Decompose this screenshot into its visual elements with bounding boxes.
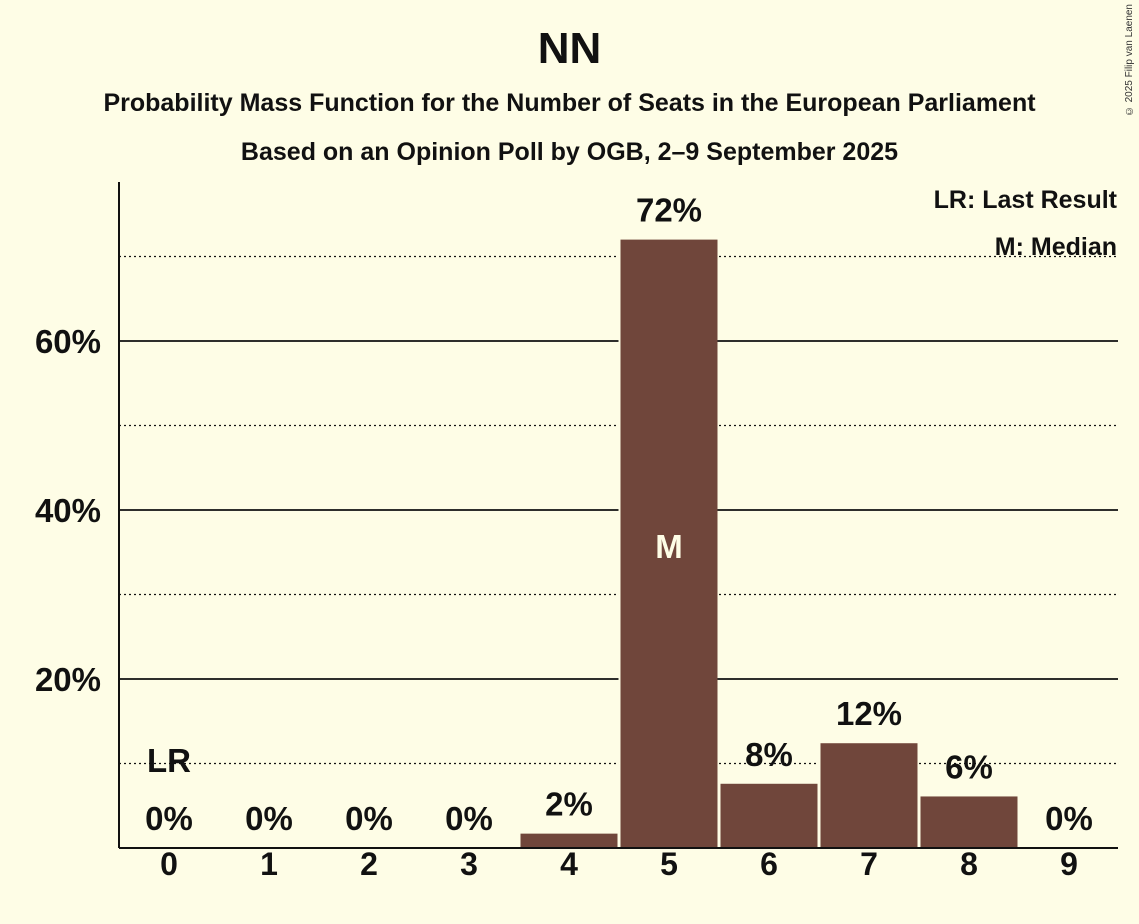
chart-subtitle: Probability Mass Function for the Number…	[103, 89, 1036, 117]
x-tick-label: 3	[460, 846, 478, 882]
median-marker: M	[655, 528, 683, 565]
legend-median: M: Median	[994, 233, 1117, 261]
y-tick-label: 40%	[35, 492, 101, 529]
chart-title: NN	[537, 24, 602, 73]
chart-subtitle-poll: Based on an Opinion Poll by OGB, 2–9 Sep…	[240, 138, 899, 166]
x-tick-label: 0	[160, 846, 178, 882]
last-result-marker: LR	[147, 742, 191, 779]
x-tick-label: 1	[260, 846, 278, 882]
bar-data-label: 0%	[445, 800, 493, 837]
bar-data-label: 2%	[545, 786, 593, 823]
x-tick-label: 7	[860, 846, 878, 882]
bar-data-label: 0%	[145, 800, 193, 837]
bar-data-label: 72%	[636, 192, 702, 229]
legend-last-result: LR: Last Result	[933, 186, 1117, 214]
bar-data-label: 0%	[1045, 800, 1093, 837]
y-tick-label: 20%	[35, 661, 101, 698]
y-tick-label: 60%	[35, 323, 101, 360]
bar-data-label: 8%	[745, 736, 793, 773]
x-tick-label: 5	[660, 846, 678, 882]
bar-data-label: 12%	[836, 695, 902, 732]
bar-data-label: 0%	[345, 800, 393, 837]
bar	[820, 743, 918, 848]
x-tick-label: 2	[360, 846, 378, 882]
x-tick-label: 9	[1060, 846, 1078, 882]
bar	[720, 783, 818, 848]
bar	[520, 833, 618, 848]
bar	[920, 796, 1018, 848]
x-tick-label: 4	[560, 846, 578, 882]
bar-data-label: 0%	[245, 800, 293, 837]
x-tick-label: 6	[760, 846, 778, 882]
bar-data-label: 6%	[945, 748, 993, 785]
x-tick-label: 8	[960, 846, 978, 882]
bar	[620, 239, 718, 849]
